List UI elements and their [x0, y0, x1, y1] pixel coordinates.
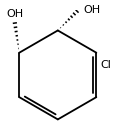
Text: OH: OH	[6, 9, 23, 19]
Text: Cl: Cl	[101, 60, 112, 70]
Text: OH: OH	[83, 5, 100, 15]
